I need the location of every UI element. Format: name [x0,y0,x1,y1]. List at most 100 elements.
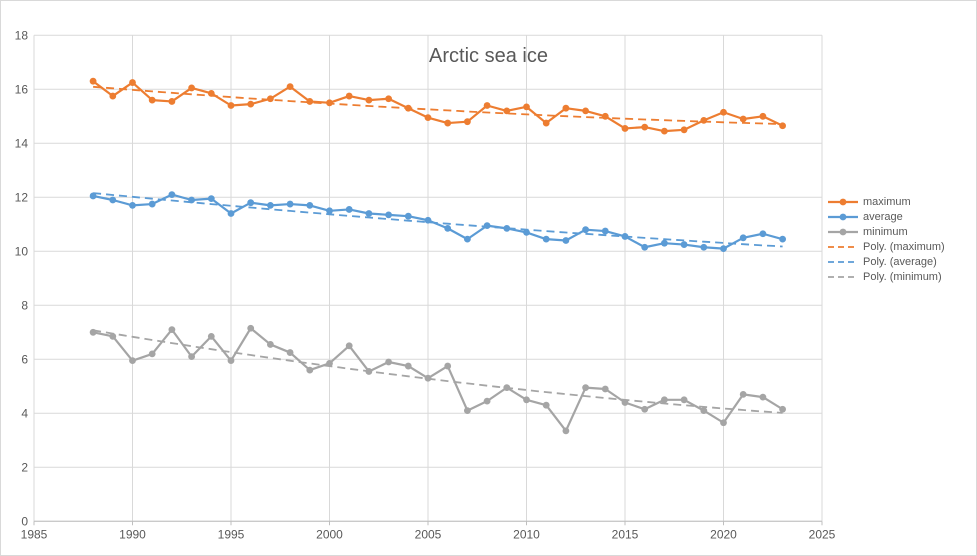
data-point-minimum[interactable] [207,332,215,340]
data-point-average[interactable] [661,239,668,247]
data-point-average[interactable] [207,195,215,203]
data-point-average[interactable] [286,200,294,208]
data-point-maximum[interactable] [621,125,629,132]
trendline-minimum[interactable] [92,329,783,414]
series-line-maximum[interactable] [91,80,784,133]
data-point-maximum[interactable] [267,95,274,103]
data-point-maximum[interactable] [523,103,530,111]
data-point-maximum[interactable] [89,77,97,85]
data-point-minimum[interactable] [247,324,255,332]
data-point-minimum[interactable] [444,362,452,370]
data-point-minimum[interactable] [759,393,767,401]
data-point-maximum[interactable] [759,112,767,120]
data-point-average[interactable] [404,212,412,220]
data-point-minimum[interactable] [562,427,570,435]
data-point-average[interactable] [641,243,649,251]
data-point-minimum[interactable] [148,350,156,358]
data-point-minimum[interactable] [89,328,97,336]
data-point-average[interactable] [227,210,235,217]
data-point-maximum[interactable] [247,100,255,108]
data-point-minimum[interactable] [720,419,727,427]
data-point-maximum[interactable] [483,102,491,109]
data-point-minimum[interactable] [680,396,688,404]
data-point-average[interactable] [503,224,511,232]
data-point-maximum[interactable] [326,99,333,107]
data-point-average[interactable] [385,211,392,219]
data-point-minimum[interactable] [601,385,609,393]
data-point-average[interactable] [700,243,708,251]
data-point-average[interactable] [542,235,550,243]
data-point-minimum[interactable] [464,407,471,414]
data-point-average[interactable] [523,229,530,236]
data-point-minimum[interactable] [365,368,373,375]
data-point-minimum[interactable] [129,357,136,365]
data-point-maximum[interactable] [365,96,373,104]
data-point-maximum[interactable] [680,126,688,134]
data-point-average[interactable] [582,226,589,234]
data-point-average[interactable] [483,222,491,230]
data-point-maximum[interactable] [286,83,294,90]
data-point-maximum[interactable] [168,98,176,105]
data-point-maximum[interactable] [424,114,432,122]
data-point-maximum[interactable] [306,98,314,105]
data-point-average[interactable] [109,196,117,204]
data-point-maximum[interactable] [207,89,215,97]
data-point-maximum[interactable] [582,107,589,115]
data-point-minimum[interactable] [267,341,274,348]
legend-item-minimum[interactable]: minimum [827,224,945,239]
data-point-maximum[interactable] [641,123,649,131]
data-point-maximum[interactable] [542,119,550,127]
data-point-minimum[interactable] [286,349,294,356]
data-point-minimum[interactable] [188,353,196,360]
data-point-average[interactable] [89,192,97,200]
chart-title[interactable]: Arctic sea ice [429,45,548,67]
data-point-average[interactable] [779,235,786,243]
data-point-maximum[interactable] [661,127,668,135]
data-point-minimum[interactable] [168,326,176,333]
data-point-average[interactable] [306,202,314,209]
data-point-average[interactable] [720,245,727,253]
legend-item-average[interactable]: average [827,209,945,224]
data-point-average[interactable] [464,235,471,243]
legend-item-maximum[interactable]: maximum [827,194,945,209]
data-point-maximum[interactable] [739,115,747,123]
data-point-minimum[interactable] [523,396,530,404]
data-point-minimum[interactable] [641,405,649,413]
data-point-average[interactable] [267,202,274,209]
data-point-maximum[interactable] [129,79,136,86]
data-point-minimum[interactable] [483,397,491,405]
data-point-average[interactable] [188,196,196,204]
data-point-average[interactable] [365,210,373,217]
data-point-minimum[interactable] [424,374,432,382]
legend-item-poly---maximum-[interactable]: Poly. (maximum) [827,239,945,254]
data-point-minimum[interactable] [404,362,412,370]
data-point-average[interactable] [326,207,333,215]
data-point-maximum[interactable] [148,96,156,104]
data-point-average[interactable] [739,234,747,242]
data-point-average[interactable] [168,191,176,199]
data-point-average[interactable] [562,237,570,244]
data-point-minimum[interactable] [227,357,235,365]
data-point-average[interactable] [621,233,629,240]
data-point-minimum[interactable] [621,399,629,406]
data-point-maximum[interactable] [700,116,708,124]
data-point-minimum[interactable] [779,405,786,413]
data-point-minimum[interactable] [739,391,747,398]
data-point-maximum[interactable] [404,104,412,112]
data-point-average[interactable] [247,199,255,207]
data-point-maximum[interactable] [444,119,452,127]
series-line-minimum[interactable] [91,327,784,432]
data-point-minimum[interactable] [503,384,511,392]
data-point-average[interactable] [680,241,688,248]
data-point-minimum[interactable] [700,407,708,414]
data-point-minimum[interactable] [385,358,392,366]
data-point-average[interactable] [129,202,136,209]
data-point-maximum[interactable] [601,112,609,120]
trendline-maximum[interactable] [93,85,783,125]
data-point-minimum[interactable] [345,342,353,350]
data-point-maximum[interactable] [779,122,786,130]
data-point-minimum[interactable] [542,401,550,409]
data-point-maximum[interactable] [503,107,511,115]
data-point-maximum[interactable] [720,108,727,116]
